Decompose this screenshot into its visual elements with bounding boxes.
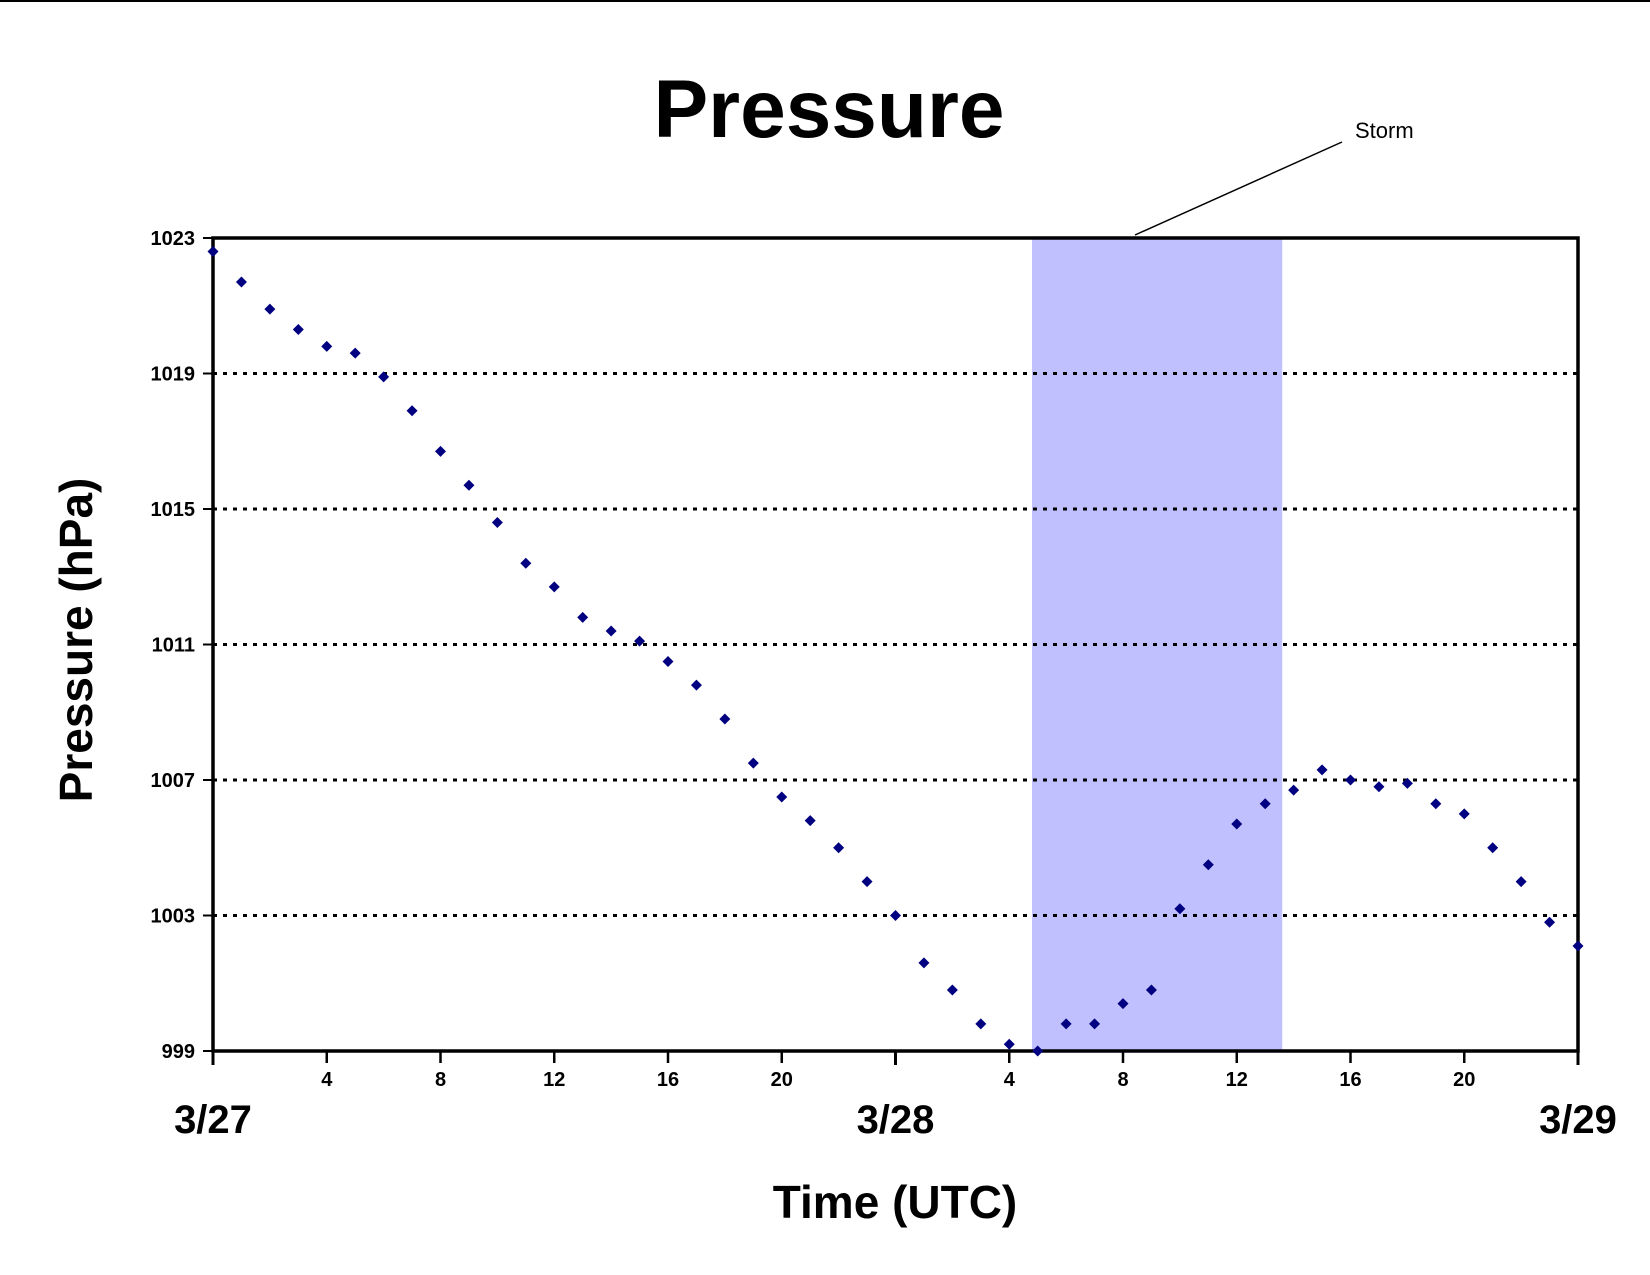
y-tick-label: 1023	[151, 228, 196, 250]
x-axis-title: Time (UTC)	[773, 1176, 1018, 1228]
data-point	[1003, 1038, 1015, 1050]
data-point	[1401, 777, 1413, 789]
y-tick-label: 999	[162, 1041, 195, 1063]
data-point	[520, 557, 532, 569]
data-point	[292, 323, 304, 335]
x-axis-ticks: 4 8 12 16 20 4 8 12 16 20	[211, 1051, 1580, 1091]
y-axis-title: Pressure (hPa)	[50, 478, 102, 803]
date-label: 3/29	[1539, 1098, 1617, 1142]
data-point	[1316, 764, 1328, 776]
gridlines	[213, 372, 1578, 917]
data-point	[890, 910, 901, 921]
y-tick-label: 1007	[151, 770, 196, 792]
data-point	[1572, 940, 1584, 952]
data-point	[1487, 842, 1499, 854]
date-label: 3/28	[857, 1098, 935, 1142]
data-point	[861, 876, 873, 888]
data-point	[321, 340, 333, 352]
data-point	[378, 371, 390, 383]
data-point	[662, 655, 674, 667]
data-point	[1117, 998, 1129, 1010]
data-point	[946, 984, 958, 996]
data-point	[548, 581, 560, 593]
data-point	[833, 842, 845, 854]
data-point	[975, 1018, 987, 1030]
x-tick-label: 8	[435, 1069, 446, 1091]
y-axis-ticks: 999 1003 1007 1011 1015 1019 1023	[151, 228, 213, 1063]
data-point	[1202, 859, 1214, 871]
data-point	[1259, 798, 1271, 810]
x-tick-label: 16	[657, 1069, 679, 1091]
data-point	[776, 791, 788, 803]
data-point	[406, 405, 418, 417]
data-point	[1288, 784, 1300, 796]
x-tick-label: 4	[1004, 1069, 1016, 1091]
x-tick-label: 12	[1226, 1069, 1248, 1091]
storm-annotation: Storm	[1032, 118, 1414, 1051]
x-tick-label: 8	[1117, 1069, 1128, 1091]
x-tick-label: 16	[1339, 1069, 1361, 1091]
x-tick-label: 12	[543, 1069, 565, 1091]
data-point	[804, 815, 816, 827]
x-tick-label: 20	[1453, 1069, 1475, 1091]
data-point	[605, 625, 617, 637]
storm-leader-line	[1134, 141, 1343, 236]
data-point	[235, 276, 247, 288]
data-point	[634, 635, 646, 647]
data-point	[264, 303, 276, 315]
data-point	[1145, 984, 1157, 996]
data-point	[207, 246, 219, 258]
data-points	[207, 246, 1584, 1057]
y-tick-label: 1003	[151, 906, 196, 928]
data-point	[719, 713, 731, 725]
data-point	[491, 517, 503, 529]
data-point	[463, 479, 475, 491]
data-point	[1032, 1045, 1044, 1057]
x-tick-label: 4	[321, 1069, 333, 1091]
data-point	[1373, 781, 1385, 793]
y-tick-label: 1015	[151, 499, 196, 521]
y-tick-label: 1011	[152, 635, 195, 657]
date-label: 3/27	[174, 1098, 252, 1142]
y-tick-label: 1019	[151, 364, 196, 386]
data-point	[1089, 1018, 1101, 1030]
date-labels: 3/27 3/28 3/29	[174, 1098, 1617, 1142]
chart-title: Pressure	[653, 64, 1004, 155]
data-point	[1060, 1018, 1072, 1030]
data-point	[1515, 876, 1527, 888]
data-point	[1430, 798, 1442, 810]
data-point	[1544, 916, 1556, 928]
data-point	[349, 347, 361, 359]
data-point	[747, 757, 759, 769]
data-point	[690, 679, 702, 691]
data-point	[1345, 774, 1356, 786]
data-point	[1231, 818, 1243, 830]
storm-label: Storm	[1355, 118, 1414, 143]
x-tick-label: 20	[771, 1069, 793, 1091]
data-point	[435, 445, 446, 457]
top-border-line	[0, 0, 1650, 2]
data-point	[1458, 808, 1470, 820]
data-point	[1174, 903, 1186, 915]
data-point	[577, 611, 589, 623]
data-point	[918, 957, 930, 969]
